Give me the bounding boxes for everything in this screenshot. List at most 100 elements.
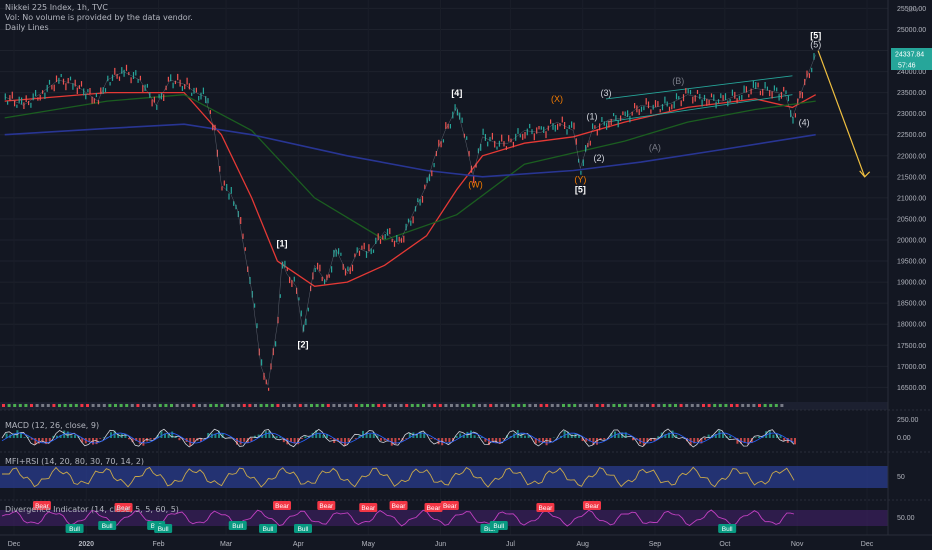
- wave-label: [5]: [575, 184, 586, 194]
- wave-label: (5): [810, 40, 821, 50]
- price-candle: [575, 138, 577, 145]
- bear-signal-label: Bear: [427, 505, 442, 512]
- signal-dot: [657, 404, 661, 407]
- macd-histogram-bar: [700, 438, 703, 444]
- price-candle: [370, 248, 372, 255]
- projection-arrow: [817, 50, 866, 178]
- macd-histogram-bar: [30, 438, 33, 440]
- macd-histogram-bar: [268, 430, 271, 438]
- signal-dot: [668, 404, 672, 407]
- price-candle: [606, 123, 608, 130]
- bear-signal-box: [114, 503, 133, 512]
- projection-arrowhead: [859, 170, 871, 178]
- macd-histogram-bar: [41, 438, 44, 443]
- macd-histogram-bar: [74, 434, 76, 438]
- macd-histogram-bar: [484, 438, 487, 442]
- signal-dot: [517, 404, 521, 407]
- signal-dot: [136, 404, 140, 407]
- signal-dot: [612, 404, 616, 407]
- price-candle: [703, 94, 706, 101]
- price-candle: [291, 280, 293, 287]
- macd-histogram-bar: [336, 438, 339, 442]
- signal-dot: [293, 404, 297, 407]
- macd-histogram-bar: [495, 438, 498, 443]
- macd-histogram-bar: [110, 432, 112, 438]
- price-candle: [550, 119, 552, 124]
- price-candle: [526, 128, 528, 136]
- signal-dot: [388, 404, 392, 407]
- price-candle: [687, 88, 689, 94]
- bull-signal-label: Bull: [263, 526, 274, 533]
- price-candle: [645, 98, 647, 105]
- price-candle: [794, 113, 796, 118]
- price-candle: [459, 112, 461, 120]
- x-tick-label: Dec: [861, 541, 874, 548]
- macd-histogram-bar: [380, 438, 382, 441]
- price-candle: [580, 170, 582, 175]
- macd-histogram-bar: [444, 438, 447, 442]
- price-candle: [300, 310, 302, 317]
- wave-label: [5]: [810, 31, 821, 41]
- time-axis: Dec 2020 Feb Mar Apr May Jun Jul Aug Sep Oct Nov Dec: [8, 541, 874, 548]
- signal-dot: [573, 404, 577, 407]
- price-candle: [813, 53, 815, 60]
- price-candle: [55, 75, 58, 83]
- signal-dot: [276, 404, 280, 407]
- price-candle: [396, 235, 398, 242]
- price-candle: [363, 242, 365, 250]
- price-candle: [540, 126, 542, 130]
- signal-dot: [181, 404, 185, 407]
- price-candle: [671, 104, 673, 110]
- price-candle: [559, 123, 561, 127]
- price-candle: [424, 184, 426, 190]
- signal-dot: [248, 404, 252, 407]
- signal-dot: [142, 404, 145, 407]
- price-candle: [589, 140, 591, 146]
- macd-pane-title: MACD (12, 26, close, 9): [5, 421, 100, 430]
- price-candle: [135, 70, 137, 76]
- price-candle: [328, 274, 330, 278]
- bull-signal-box: [489, 521, 508, 530]
- price-candle: [517, 128, 519, 134]
- signal-dot: [534, 404, 537, 407]
- bear-signal-box: [317, 501, 336, 510]
- signal-dot: [450, 404, 453, 407]
- bull-signal-label: Bull: [232, 523, 243, 530]
- price-candle: [473, 176, 475, 184]
- signal-dot: [130, 404, 134, 407]
- price-series: [4, 53, 816, 391]
- signal-dot: [209, 404, 213, 407]
- macd-histogram-bar: [563, 430, 566, 438]
- signal-dot: [220, 404, 224, 407]
- signal-dot: [545, 404, 549, 407]
- signal-dot: [58, 404, 61, 407]
- volume-note: Vol: No volume is provided by the data v…: [5, 13, 193, 22]
- bull-signal-box: [228, 521, 247, 530]
- y-tick-label: 17500.00: [897, 343, 926, 350]
- price-candle: [263, 372, 265, 380]
- price-candle: [172, 82, 174, 89]
- signal-dot: [304, 404, 308, 407]
- price-candle: [130, 77, 132, 84]
- price-candle: [104, 88, 107, 93]
- price-candle: [727, 100, 729, 107]
- bear-signal-label: Bear: [275, 503, 290, 510]
- signal-dot: [662, 404, 666, 407]
- y-tick-label: 23000.00: [897, 111, 926, 118]
- macd-histogram-bar: [182, 438, 184, 440]
- price-candle: [734, 91, 736, 99]
- price-candle: [97, 100, 100, 105]
- price-candle: [692, 96, 694, 104]
- price-candle: [566, 129, 568, 135]
- signal-dot: [405, 404, 409, 407]
- price-candle: [11, 91, 13, 99]
- signal-dot: [343, 404, 347, 407]
- price-candle: [468, 150, 470, 157]
- macd-histogram-bar: [790, 438, 793, 442]
- price-candle: [731, 89, 733, 96]
- macd-histogram-bar: [34, 438, 37, 445]
- signal-dot: [438, 404, 442, 407]
- price-candle: [699, 93, 701, 100]
- price-candle: [21, 97, 23, 105]
